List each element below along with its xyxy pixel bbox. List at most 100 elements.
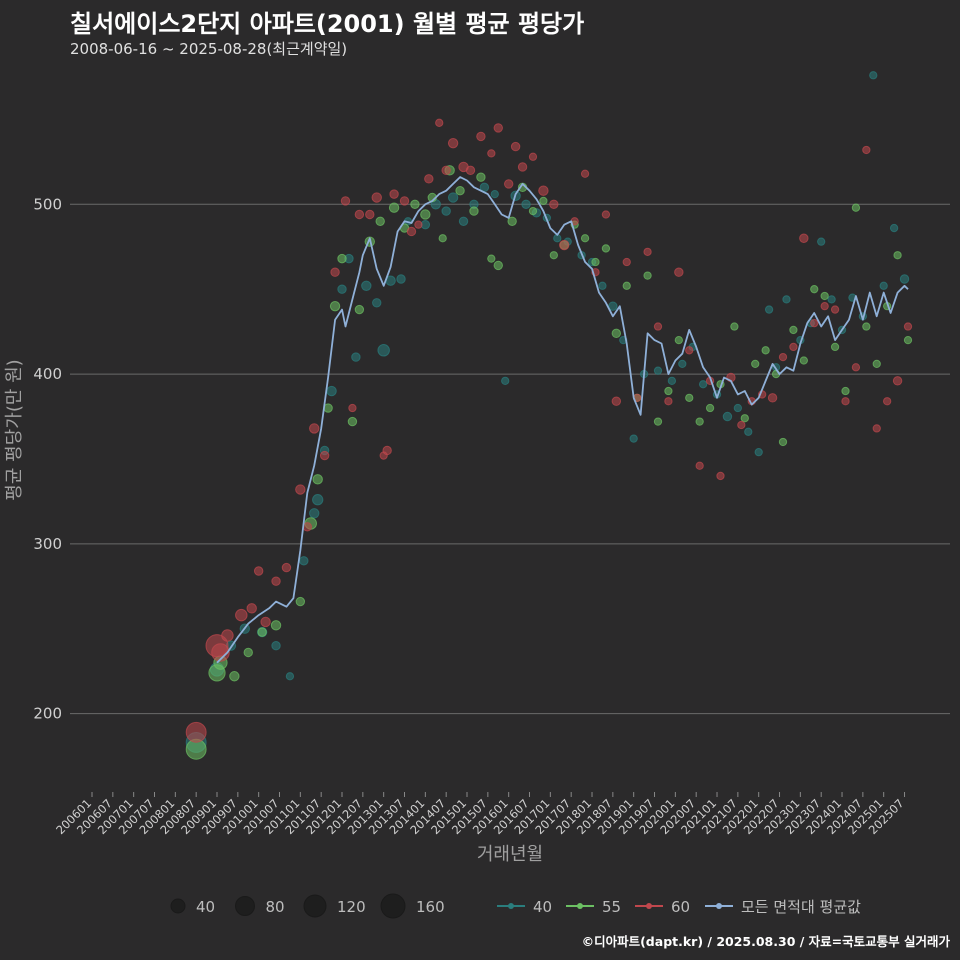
chart-subtitle: 2008-06-16 ~ 2025-08-28(최근계약일) [70, 40, 348, 58]
scatter-point-40 [521, 199, 531, 210]
y-tick-label: 500 [33, 195, 62, 213]
scatter-point-55 [257, 627, 267, 637]
scatter-point-40 [879, 281, 888, 290]
scatter-point-60 [382, 445, 392, 456]
scatter-point-60 [716, 471, 725, 481]
scatter-point-60 [883, 397, 892, 406]
size-legend-circle [380, 893, 406, 919]
scatter-point-55 [695, 417, 704, 426]
scatter-layer [185, 71, 913, 760]
scatter-point-40 [889, 223, 899, 233]
scatter-point-60 [517, 162, 528, 172]
scatter-point-55 [643, 271, 652, 280]
scatter-point-60 [211, 643, 230, 662]
scatter-point-60 [399, 196, 410, 206]
scatter-point-60 [841, 397, 850, 406]
scatter-point-40 [441, 206, 451, 216]
scatter-point-60 [447, 137, 459, 149]
scatter-point-60 [872, 424, 881, 433]
y-axis-title: 평균 평당가(만 원) [4, 359, 25, 500]
average-line [216, 176, 909, 664]
scatter-point-40 [817, 237, 826, 246]
scatter-point-60 [185, 721, 207, 743]
y-tick-label: 300 [33, 535, 62, 553]
axis-layer: 2003004005002006012006072007012007072008… [4, 195, 907, 865]
scatter-point-60 [820, 302, 829, 311]
scatter-point-55 [388, 202, 400, 213]
scatter-point-60 [319, 450, 330, 461]
scatter-point-40 [299, 556, 309, 566]
scatter-point-55 [893, 251, 902, 260]
color-legend-dot [716, 903, 722, 909]
scatter-point-55 [580, 234, 590, 243]
scatter-point-40 [782, 295, 791, 304]
scatter-point-55 [243, 647, 253, 658]
scatter-point-40 [629, 434, 638, 443]
scatter-point-60 [737, 420, 746, 430]
color-legend-label: 60 [671, 898, 690, 916]
scatter-point-55 [347, 416, 358, 427]
scatter-point-60 [246, 603, 257, 614]
scatter-point-55 [601, 244, 611, 253]
scatter-point-60 [830, 305, 840, 314]
x-axis-title: 거래년월 [477, 844, 543, 865]
scatter-point-40 [377, 344, 390, 357]
scatter-point-55 [295, 596, 306, 607]
scatter-point-60 [510, 141, 521, 152]
scatter-point-40 [653, 366, 663, 375]
scatter-point-40 [764, 305, 774, 314]
scatter-point-55 [312, 474, 323, 485]
scatter-point-55 [438, 234, 447, 243]
scatter-point-55 [740, 414, 749, 423]
scatter-point-55 [820, 291, 829, 301]
scatter-point-55 [539, 196, 548, 206]
scatter-point-55 [730, 322, 739, 331]
scatter-point-55 [851, 203, 861, 212]
scatter-point-55 [664, 386, 673, 396]
scatter-point-40 [501, 376, 510, 385]
scatter-point-60 [295, 484, 306, 495]
scatter-point-60 [354, 209, 365, 220]
scatter-point-55 [789, 325, 798, 335]
scatter-point-60 [330, 267, 340, 277]
scatter-point-55 [329, 300, 341, 312]
scatter-point-40 [312, 494, 324, 506]
scatter-point-60 [435, 118, 444, 127]
y-tick-label: 400 [33, 365, 62, 383]
color-legend-dot [508, 903, 514, 909]
scatter-point-55 [549, 251, 558, 260]
scatter-point-55 [270, 620, 282, 631]
scatter-point-60 [799, 233, 809, 243]
scatter-point-60 [340, 196, 351, 206]
scatter-point-55 [487, 254, 496, 263]
scatter-point-60 [371, 192, 382, 203]
scatter-point-40 [361, 280, 372, 291]
scatter-point-55 [653, 417, 663, 426]
scatter-point-55 [622, 281, 631, 290]
scatter-point-55 [872, 359, 881, 369]
scatter-point-60 [424, 174, 434, 184]
scatter-point-55 [476, 172, 486, 182]
scatter-point-60 [695, 461, 704, 470]
legend-layer: 40 80 120 160 40 55 60 모든 면적대 평균값 [170, 893, 861, 919]
scatter-point-60 [365, 209, 375, 220]
scatter-point-40 [396, 274, 406, 284]
scatter-point-60 [493, 123, 503, 133]
scatter-point-55 [469, 206, 479, 216]
scatter-point-60 [253, 566, 264, 576]
scatter-point-55 [337, 253, 347, 264]
y-tick-label: 200 [33, 705, 62, 723]
scatter-point-60 [389, 189, 399, 199]
scatter-point-60 [685, 346, 694, 355]
scatter-point-55 [799, 356, 808, 365]
scatter-point-40 [899, 274, 910, 284]
scatter-point-60 [862, 145, 871, 155]
scatter-point-60 [260, 616, 271, 628]
scatter-point-60 [789, 342, 798, 352]
scatter-point-55 [751, 359, 760, 369]
scatter-point-40 [285, 672, 295, 681]
scatter-point-60 [538, 185, 549, 196]
scatter-point-40 [458, 216, 469, 226]
scatter-point-55 [862, 322, 871, 331]
scatter-point-60 [271, 576, 281, 586]
